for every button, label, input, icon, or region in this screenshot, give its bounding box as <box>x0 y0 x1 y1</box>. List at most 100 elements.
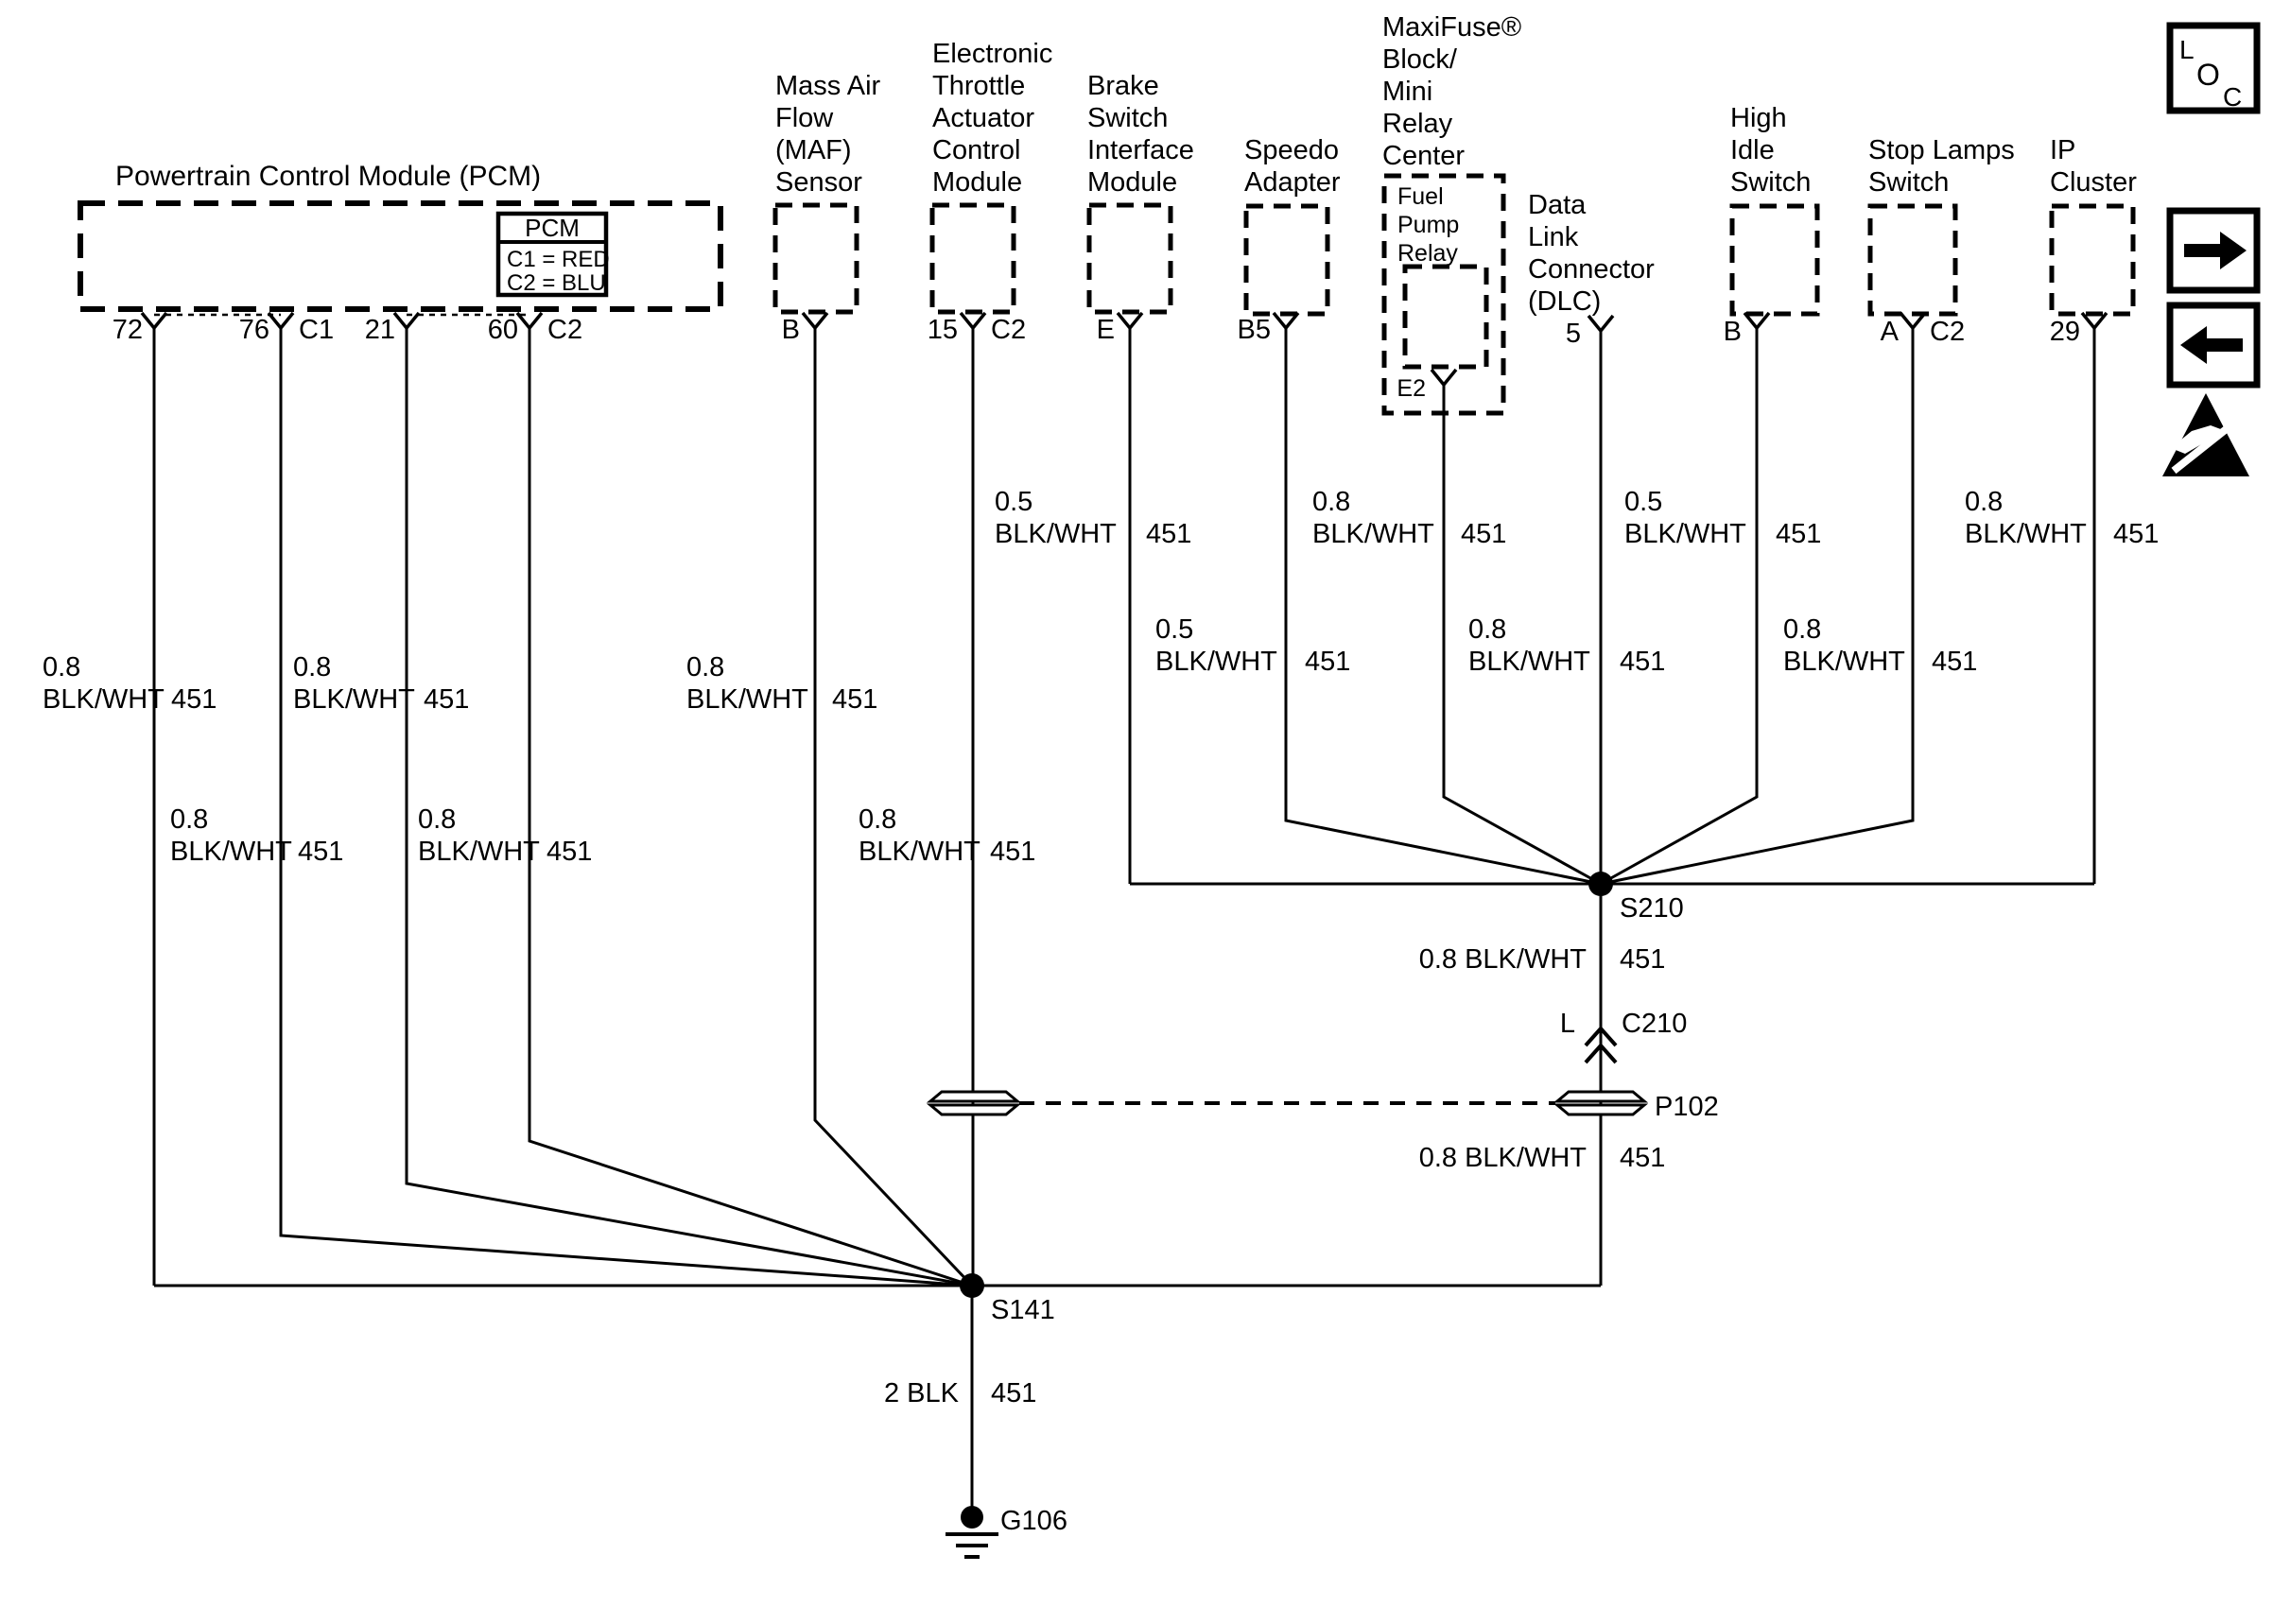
wire-stoplamps-a <box>1600 328 1915 886</box>
c210-connector: L C210 <box>1560 1009 1687 1064</box>
wire-label-color: BLK/WHT <box>995 519 1117 549</box>
nav-back-button[interactable] <box>2166 302 2261 389</box>
wire-label-circuit: 451 <box>990 837 1035 867</box>
pin-terminal-stoplamps-a <box>1899 311 1927 331</box>
etac-box <box>929 202 1016 315</box>
wire-maf-b <box>813 328 974 1287</box>
s141-splice-dot <box>960 1273 984 1298</box>
wire-label-gauge: 0.8 <box>1312 487 1350 517</box>
p102-connector-half-icon-left-lower <box>926 1103 1022 1116</box>
pin-terminal-72 <box>140 311 168 331</box>
maf-box <box>772 202 859 315</box>
wire-label-gauge: 0.8 <box>859 804 896 835</box>
wire-label-color: BLK/WHT <box>1312 519 1434 549</box>
pin-terminal-60 <box>515 311 544 331</box>
wire-label-gauge: 0.8 <box>1783 614 1821 645</box>
maxifuse-label-5: Center <box>1382 141 1465 171</box>
maxifuse-outer-box <box>1381 173 1506 416</box>
wire-label-gauge: 0.5 <box>995 487 1032 517</box>
stoplamps-label-1: Stop Lamps <box>1868 135 2015 165</box>
wire-pcm-76 <box>279 328 973 1287</box>
maf-label-1: Mass Air <box>775 71 881 101</box>
pin-label-highidle-b: B <box>1724 317 1742 347</box>
ip-box <box>2049 203 2136 317</box>
nav-forward-button[interactable] <box>2166 207 2261 294</box>
fuelpump-relay-label-1: Fuel <box>1397 183 1444 210</box>
p102-connector-half-icon-left <box>926 1090 1022 1103</box>
pin-label-stoplamps-a: A <box>1881 317 1900 347</box>
wire-label-circuit: 451 <box>1932 647 1977 677</box>
ip-cluster: IP Cluster 29 <box>2049 135 2137 347</box>
wire-label-s141-g106: 2 BLK <box>884 1378 960 1408</box>
etac-label-4: Control <box>932 135 1021 165</box>
pcm-title: Powertrain Control Module (PCM) <box>115 161 541 192</box>
wire-label-circuit: 451 <box>1776 519 1821 549</box>
maf-label-2: Flow <box>775 103 834 133</box>
wire-label-circuit: 451 <box>832 684 877 715</box>
maxifuse-label-4: Relay <box>1382 109 1453 139</box>
pin-terminal-e2 <box>1430 368 1458 388</box>
wire-highidle-b <box>1600 328 1759 886</box>
wire-label-gauge: 0.8 <box>686 652 724 682</box>
c210-label: C210 <box>1622 1009 1687 1039</box>
etac-label-3: Actuator <box>932 103 1034 133</box>
pin-terminal-76 <box>267 311 295 331</box>
pin-terminal-etac-15 <box>959 311 987 331</box>
maxifuse-block: MaxiFuse® Block/ Mini Relay Center Fuel … <box>1381 12 1521 416</box>
wire-label-circuit: 451 <box>547 837 592 867</box>
pin-label-speedo-b5: B5 <box>1238 315 1271 345</box>
stop-lamps-switch: Stop Lamps Switch A C2 <box>1867 135 2015 347</box>
brake-label-3: Interface <box>1087 135 1194 165</box>
maxifuse-label-1: MaxiFuse® <box>1382 12 1521 43</box>
pin-terminal-maf-b <box>801 311 829 331</box>
pcm-legend-title: PCM <box>525 214 580 242</box>
wire-label-color: BLK/WHT <box>1155 647 1277 677</box>
wire-label-gauge: 0.8 <box>418 804 456 835</box>
wire-pcm-60 <box>528 328 973 1287</box>
connector-label-c1: C1 <box>299 315 334 345</box>
pcm-legend-box <box>495 211 609 298</box>
fuelpump-relay-box <box>1402 264 1489 370</box>
wire-label-color: BLK/WHT <box>1624 519 1746 549</box>
pin-label-e2: E2 <box>1397 375 1426 402</box>
wire-label-color: BLK/WHT <box>859 837 980 867</box>
left-arrow-icon <box>2180 326 2243 364</box>
highidle-box <box>1729 203 1820 317</box>
wire-speedo-b5 <box>1284 328 1602 886</box>
pin-label-brake-e: E <box>1097 315 1115 345</box>
wire-label-color: BLK/WHT <box>1468 647 1590 677</box>
loc-button[interactable]: L O C <box>2166 22 2261 114</box>
highidle-label-3: Switch <box>1730 167 1811 198</box>
s210-junction: S210 0.8 BLK/WHT 451 <box>1419 872 1684 975</box>
c210-pin-label: L <box>1560 1009 1575 1039</box>
dlc-label-3: Connector <box>1528 254 1655 285</box>
pcm-legend-c2: C2 = BLU <box>507 270 606 296</box>
s210-splice-dot <box>1588 872 1613 896</box>
brake-switch-module: Brake Switch Interface Module E <box>1086 71 1194 345</box>
pin-label-76: 76 <box>239 315 269 345</box>
pcm-pins: 72 76 C1 21 60 C2 <box>113 311 582 345</box>
pin-label-72: 72 <box>113 315 143 345</box>
loc-letter-o: O <box>2196 58 2220 92</box>
wire-label-color: BLK/WHT <box>1783 647 1905 677</box>
ground-terminal-icon <box>961 1506 983 1529</box>
pin-label-dlc-5: 5 <box>1566 319 1581 349</box>
brake-label-2: Switch <box>1087 103 1168 133</box>
loc-box[interactable] <box>2166 22 2261 114</box>
p102-connector: P102 0.8 BLK/WHT 451 <box>926 1090 1719 1173</box>
ip-label-1: IP <box>2050 135 2075 165</box>
etac-label-5: Module <box>932 167 1022 198</box>
p102-connector-half-icon-right-lower <box>1553 1103 1649 1116</box>
wire-label-circuit: 451 <box>1620 647 1665 677</box>
wire-label-p102-s141: 0.8 BLK/WHT <box>1419 1143 1588 1173</box>
speedo-box <box>1243 203 1330 317</box>
brake-box <box>1086 202 1173 315</box>
wire-label-color: BLK/WHT <box>418 837 540 867</box>
p102-connector-half-icon-right <box>1553 1090 1649 1103</box>
wire-label-color: BLK/WHT <box>293 684 415 715</box>
c210-inline-connector-icon <box>1584 1025 1618 1064</box>
dlc-label-2: Link <box>1528 222 1579 252</box>
wires <box>152 328 2096 1509</box>
esd-warning-icon <box>2162 393 2249 476</box>
